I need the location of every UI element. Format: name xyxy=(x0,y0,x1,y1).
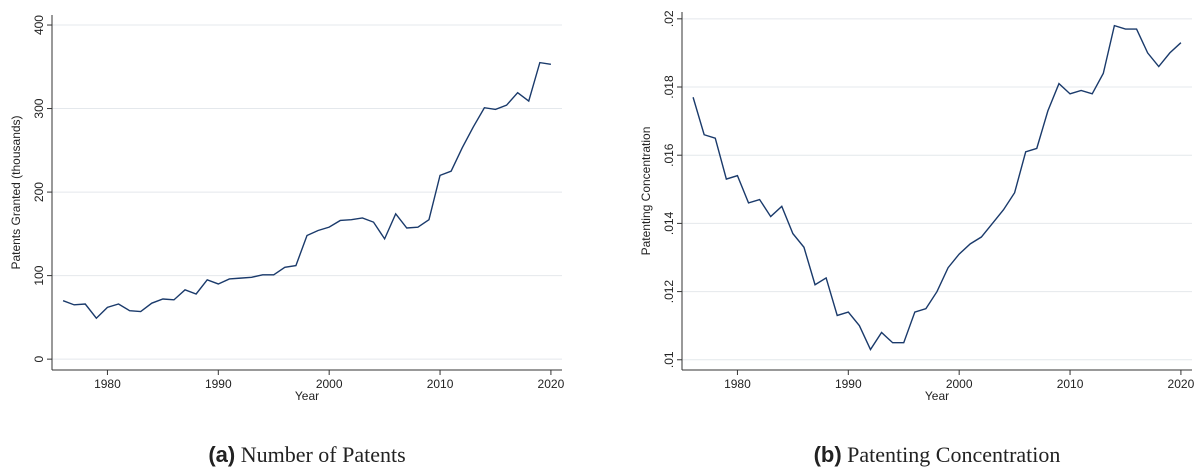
data-line xyxy=(62,61,552,320)
x-tick-label: 1980 xyxy=(94,377,121,391)
x-tick-label: 2020 xyxy=(1168,377,1195,391)
x-tick-label: 2020 xyxy=(538,377,565,391)
x-tick-label: 2010 xyxy=(427,377,454,391)
x-axis-label: Year xyxy=(925,389,949,403)
x-tick-label: 2010 xyxy=(1057,377,1084,391)
x-tick-label: 1980 xyxy=(724,377,751,391)
y-tick-label: 0 xyxy=(32,355,46,362)
y-tick-label: .016 xyxy=(662,143,676,167)
caption-text: Patenting Concentration xyxy=(847,442,1060,467)
x-tick-label: 1990 xyxy=(205,377,232,391)
y-tick-label: .014 xyxy=(662,211,676,235)
y-axis-label: Patenting Concentration xyxy=(639,127,653,256)
x-tick-label: 2000 xyxy=(946,377,973,391)
y-tick-label: .018 xyxy=(662,75,676,99)
caption-label: (b) xyxy=(814,442,842,467)
caption: (b) Patenting Concentration xyxy=(814,442,1061,467)
data-line xyxy=(692,24,1182,351)
y-tick-label: .02 xyxy=(662,10,676,27)
x-axis-label: Year xyxy=(295,389,319,403)
caption-label: (a) xyxy=(208,442,235,467)
x-tick-label: 1990 xyxy=(835,377,862,391)
caption: (a) Number of Patents xyxy=(208,442,405,467)
y-tick-label: .01 xyxy=(662,351,676,368)
caption-text: Number of Patents xyxy=(241,442,406,467)
y-tick-label: .012 xyxy=(662,280,676,304)
y-tick-label: 300 xyxy=(32,98,46,118)
y-tick-label: 100 xyxy=(32,265,46,285)
y-axis-label: Patents Granted (thousands) xyxy=(9,115,23,269)
y-tick-label: 200 xyxy=(32,182,46,202)
y-tick-label: 400 xyxy=(32,15,46,35)
x-tick-label: 2000 xyxy=(316,377,343,391)
